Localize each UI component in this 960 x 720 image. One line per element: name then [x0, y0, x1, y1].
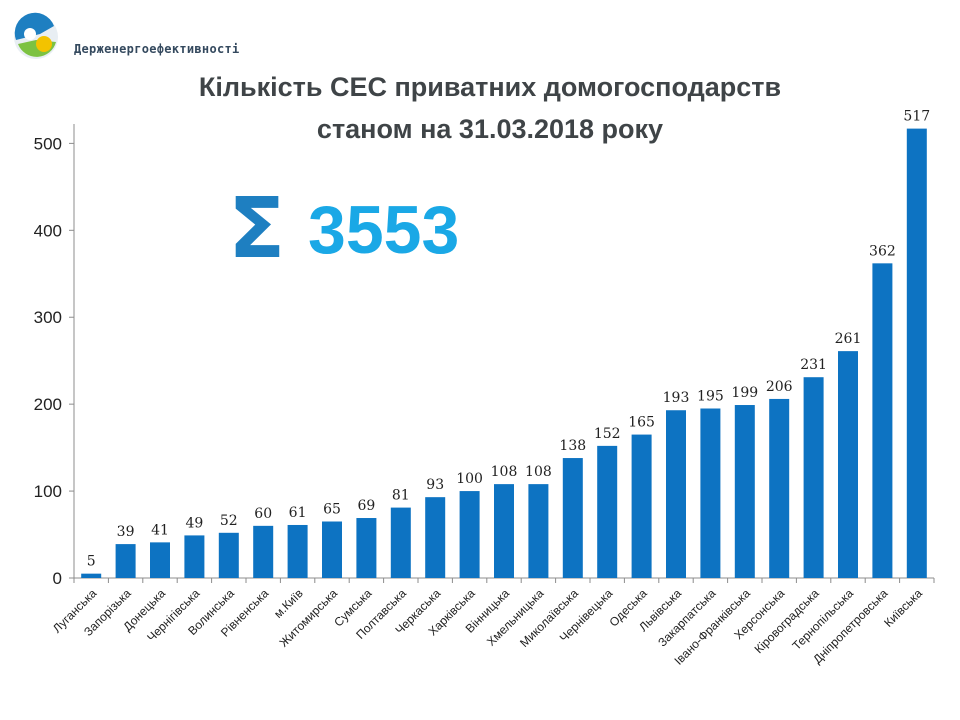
data-label: 81 — [392, 488, 410, 504]
data-label: 52 — [220, 513, 238, 529]
sum-symbol: Σ — [228, 179, 286, 277]
org-name: Держенергоефективності — [74, 42, 240, 56]
data-label: 39 — [117, 524, 135, 540]
bar — [769, 398, 790, 578]
data-label: 60 — [254, 506, 272, 522]
bar — [906, 128, 927, 578]
bar — [528, 484, 549, 578]
data-label: 199 — [731, 385, 758, 401]
y-tick-label: 100 — [34, 482, 62, 501]
data-label: 5 — [87, 554, 96, 570]
bar — [218, 532, 239, 578]
data-label: 93 — [426, 477, 444, 493]
data-label: 108 — [525, 464, 552, 480]
bar — [631, 434, 652, 578]
bar — [322, 521, 342, 578]
x-tick-label: Київська — [881, 586, 925, 630]
data-label: 261 — [835, 331, 862, 347]
bar — [494, 484, 514, 578]
organization-logo: Держенергоефективності — [10, 12, 250, 62]
y-tick-label: 500 — [34, 134, 62, 153]
y-tick-label: 400 — [34, 221, 62, 240]
bar — [562, 458, 583, 578]
data-label: 362 — [869, 243, 896, 259]
y-tick-label: 0 — [53, 569, 62, 588]
data-label: 108 — [491, 464, 518, 480]
bar — [872, 263, 893, 578]
data-label: 195 — [697, 389, 724, 405]
chart-title-line-1: Кількість СЕС приватних домогосподарств — [198, 72, 782, 102]
bar — [700, 408, 721, 578]
data-label: 517 — [903, 109, 930, 125]
bar — [803, 377, 824, 578]
bar — [838, 351, 858, 578]
y-tick-label: 200 — [34, 395, 62, 414]
bar — [459, 491, 480, 578]
data-label: 41 — [151, 522, 169, 538]
data-label: 65 — [323, 502, 341, 518]
bar — [115, 544, 136, 578]
bar — [184, 535, 205, 578]
bar — [666, 410, 686, 578]
bar — [287, 524, 308, 578]
data-label: 152 — [594, 426, 621, 442]
bar — [253, 525, 274, 578]
logo-emblem-icon — [14, 12, 58, 59]
bar — [734, 405, 755, 578]
chart-title: Кількість СЕС приватних домогосподарств … — [150, 66, 830, 150]
data-label: 231 — [800, 357, 827, 373]
chart-title-line-2: станом на 31.03.2018 року — [316, 114, 664, 144]
data-label: 193 — [663, 390, 690, 406]
data-label: 206 — [766, 379, 793, 395]
bar — [356, 518, 377, 578]
y-tick-label: 300 — [34, 308, 62, 327]
data-label: 100 — [456, 471, 483, 487]
bar — [597, 445, 618, 578]
bar — [150, 542, 170, 578]
data-label: 69 — [357, 498, 375, 514]
data-label: 49 — [185, 515, 203, 531]
bar — [390, 507, 411, 578]
data-label: 165 — [628, 415, 655, 431]
data-label: 138 — [559, 438, 586, 454]
total-value: 3553 — [308, 192, 460, 268]
bar — [425, 497, 446, 578]
data-label: 61 — [289, 505, 307, 521]
bar — [81, 573, 102, 578]
